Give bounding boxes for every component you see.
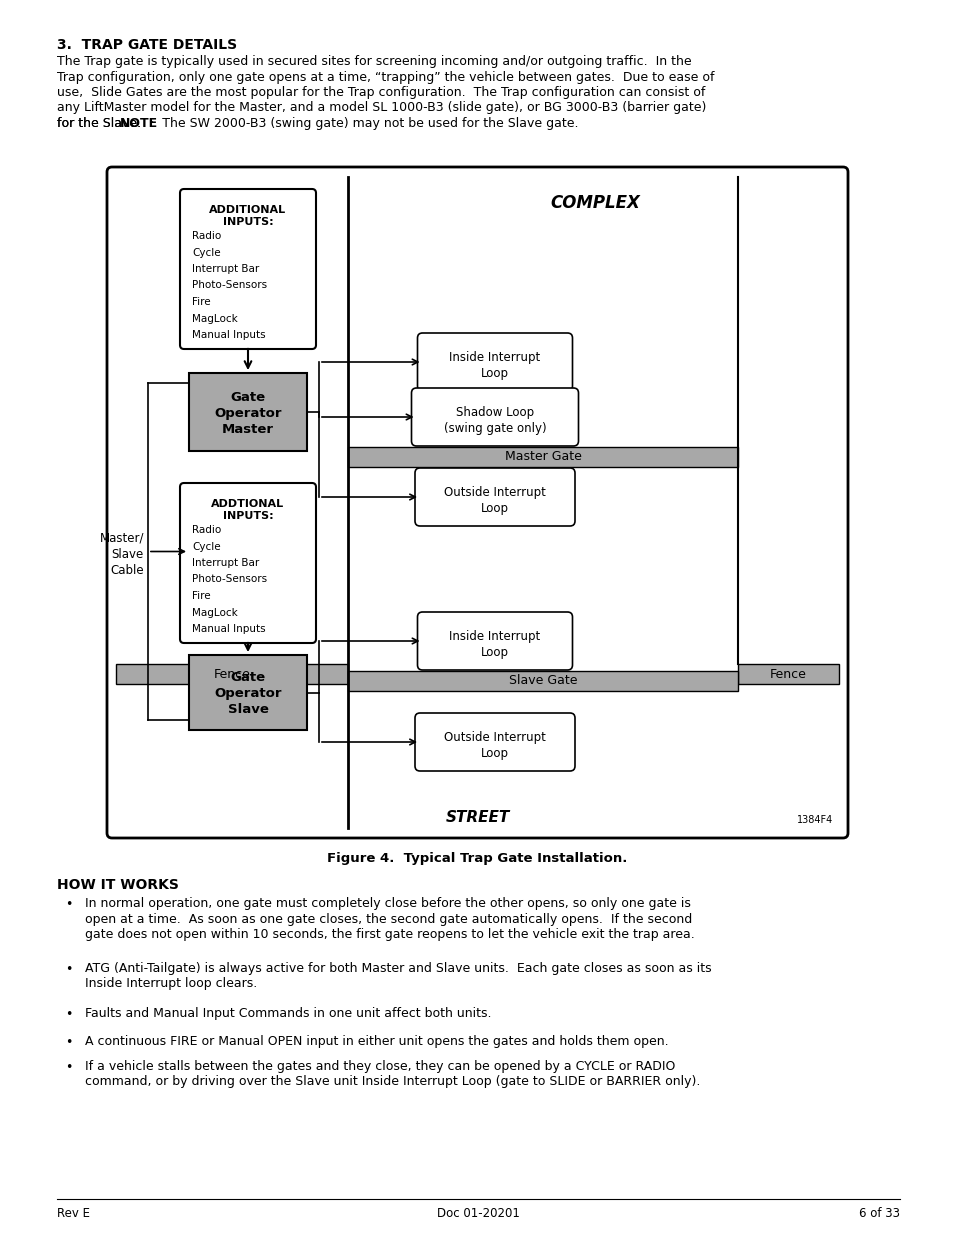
- FancyBboxPatch shape: [417, 613, 572, 671]
- Text: Outside Interrupt: Outside Interrupt: [443, 731, 545, 743]
- Text: STREET: STREET: [445, 810, 509, 825]
- Text: •: •: [65, 963, 72, 976]
- Text: Master: Master: [222, 424, 274, 436]
- Text: Cycle: Cycle: [192, 247, 220, 258]
- Text: Master Gate: Master Gate: [504, 451, 580, 463]
- Text: Fire: Fire: [192, 592, 211, 601]
- FancyBboxPatch shape: [180, 483, 315, 643]
- Text: use,  Slide Gates are the most popular for the Trap configuration.  The Trap con: use, Slide Gates are the most popular fo…: [57, 86, 704, 99]
- Text: Shadow Loop: Shadow Loop: [456, 406, 534, 419]
- Text: open at a time.  As soon as one gate closes, the second gate automatically opens: open at a time. As soon as one gate clos…: [85, 913, 692, 925]
- Text: Trap configuration, only one gate opens at a time, “trapping” the vehicle betwee: Trap configuration, only one gate opens …: [57, 70, 714, 84]
- Text: Figure 4.  Typical Trap Gate Installation.: Figure 4. Typical Trap Gate Installation…: [327, 852, 627, 864]
- Bar: [738, 664, 838, 684]
- Text: 6 of 33: 6 of 33: [858, 1207, 899, 1220]
- Text: for the Slave.: for the Slave.: [57, 117, 149, 130]
- Bar: [189, 655, 307, 730]
- Text: MagLock: MagLock: [192, 314, 237, 324]
- Text: Outside Interrupt: Outside Interrupt: [443, 487, 545, 499]
- Text: command, or by driving over the Slave unit Inside Interrupt Loop (gate to SLIDE : command, or by driving over the Slave un…: [85, 1076, 700, 1088]
- Text: Rev E: Rev E: [57, 1207, 90, 1220]
- Text: :  The SW 2000-B3 (swing gate) may not be used for the Slave gate.: : The SW 2000-B3 (swing gate) may not be…: [150, 117, 578, 130]
- Text: Gate: Gate: [231, 391, 265, 404]
- Text: Doc 01-20201: Doc 01-20201: [436, 1207, 519, 1220]
- Text: NOTE: NOTE: [120, 117, 158, 130]
- Bar: [348, 447, 738, 467]
- Text: Faults and Manual Input Commands in one unit affect both units.: Faults and Manual Input Commands in one …: [85, 1007, 491, 1020]
- FancyBboxPatch shape: [415, 468, 575, 526]
- Text: Fence: Fence: [213, 667, 251, 680]
- Text: •: •: [65, 898, 72, 911]
- Text: Slave: Slave: [228, 703, 268, 716]
- FancyBboxPatch shape: [411, 388, 578, 446]
- Text: Slave: Slave: [112, 547, 144, 561]
- Text: ADDITIONAL: ADDITIONAL: [210, 205, 286, 215]
- Text: If a vehicle stalls between the gates and they close, they can be opened by a CY: If a vehicle stalls between the gates an…: [85, 1060, 675, 1073]
- Text: Fire: Fire: [192, 296, 211, 308]
- Text: Inside Interrupt: Inside Interrupt: [449, 351, 540, 364]
- Text: ATG (Anti-Tailgate) is always active for both Master and Slave units.  Each gate: ATG (Anti-Tailgate) is always active for…: [85, 962, 711, 974]
- Text: INPUTS:: INPUTS:: [222, 217, 273, 227]
- FancyBboxPatch shape: [415, 713, 575, 771]
- Text: Loop: Loop: [480, 747, 509, 760]
- Text: The Trap gate is typically used in secured sites for screening incoming and/or o: The Trap gate is typically used in secur…: [57, 56, 691, 68]
- Text: Radio: Radio: [192, 231, 221, 241]
- Text: In normal operation, one gate must completely close before the other opens, so o: In normal operation, one gate must compl…: [85, 897, 690, 910]
- Text: •: •: [65, 1061, 72, 1074]
- Text: •: •: [65, 1036, 72, 1049]
- FancyBboxPatch shape: [180, 189, 315, 350]
- Text: Loop: Loop: [480, 501, 509, 515]
- Text: COMPLEX: COMPLEX: [550, 194, 639, 212]
- Text: 1384F4: 1384F4: [796, 815, 832, 825]
- Text: Cycle: Cycle: [192, 541, 220, 552]
- Text: HOW IT WORKS: HOW IT WORKS: [57, 878, 179, 892]
- Text: 3.  TRAP GATE DETAILS: 3. TRAP GATE DETAILS: [57, 38, 237, 52]
- Text: Inside Interrupt loop clears.: Inside Interrupt loop clears.: [85, 977, 257, 990]
- Text: gate does not open within 10 seconds, the first gate reopens to let the vehicle : gate does not open within 10 seconds, th…: [85, 927, 694, 941]
- Text: Fence: Fence: [769, 667, 806, 680]
- Text: Photo-Sensors: Photo-Sensors: [192, 574, 267, 584]
- Text: Manual Inputs: Manual Inputs: [192, 624, 265, 634]
- Text: Radio: Radio: [192, 525, 221, 535]
- Bar: [348, 671, 738, 692]
- Text: ADDTIONAL: ADDTIONAL: [212, 499, 284, 509]
- Text: Master/: Master/: [99, 531, 144, 545]
- Text: any LiftMaster model for the Master, and a model SL 1000-B3 (slide gate), or BG : any LiftMaster model for the Master, and…: [57, 101, 705, 115]
- FancyBboxPatch shape: [417, 333, 572, 391]
- Text: (swing gate only): (swing gate only): [443, 422, 546, 435]
- Text: Operator: Operator: [214, 408, 281, 420]
- Text: Interrupt Bar: Interrupt Bar: [192, 558, 259, 568]
- Text: Gate: Gate: [231, 671, 265, 684]
- Text: Cable: Cable: [111, 563, 144, 577]
- Text: •: •: [65, 1008, 72, 1021]
- Text: Manual Inputs: Manual Inputs: [192, 330, 265, 340]
- Text: MagLock: MagLock: [192, 608, 237, 618]
- Text: INPUTS:: INPUTS:: [222, 511, 273, 521]
- Bar: [116, 664, 348, 684]
- Text: for the Slave.: for the Slave.: [57, 117, 149, 130]
- Text: A continuous FIRE or Manual OPEN input in either unit opens the gates and holds : A continuous FIRE or Manual OPEN input i…: [85, 1035, 668, 1049]
- FancyBboxPatch shape: [107, 167, 847, 839]
- Text: Slave Gate: Slave Gate: [508, 674, 577, 688]
- Text: Interrupt Bar: Interrupt Bar: [192, 264, 259, 274]
- Bar: [189, 373, 307, 451]
- Text: Loop: Loop: [480, 646, 509, 659]
- Text: Loop: Loop: [480, 367, 509, 380]
- Text: Inside Interrupt: Inside Interrupt: [449, 630, 540, 643]
- Text: Operator: Operator: [214, 687, 281, 700]
- Text: Photo-Sensors: Photo-Sensors: [192, 280, 267, 290]
